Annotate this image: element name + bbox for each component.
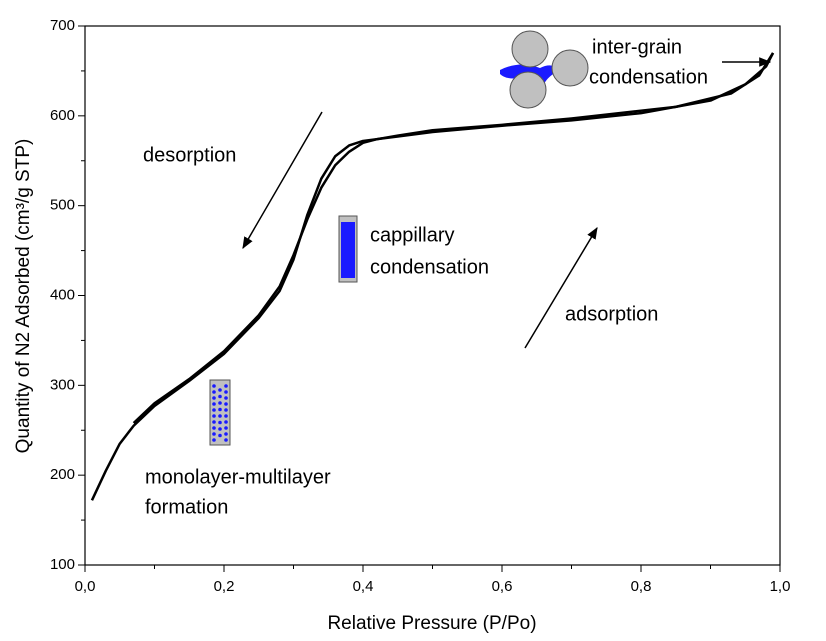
annotation: condensation [589,66,708,88]
dot [212,390,216,394]
dot [212,414,216,418]
dot [218,433,222,438]
x-tick-label: 1,0 [770,578,791,595]
dot [224,402,228,406]
dot [218,427,222,431]
monolayer-icon [209,379,231,446]
dot [224,432,228,436]
x-tick-label: 0,0 [75,578,96,595]
dot [212,384,216,388]
dot [224,438,228,442]
dot [224,396,228,400]
dot [218,401,222,405]
dot [224,414,228,418]
y-tick-label: 500 [50,197,75,214]
y-axis-title: Quantity of N2 Adsorbed (cm³/g STP) [13,139,34,454]
x-tick-label: 0,6 [492,578,513,595]
x-tick-label: 0,2 [214,578,235,595]
dot [218,414,222,418]
dot [218,388,222,392]
annotation: adsorption [565,303,658,325]
dot [212,438,216,442]
x-tick-label: 0,8 [631,578,652,595]
x-axis-title: Relative Pressure (P/Po) [327,613,536,634]
arrow [524,226,598,349]
dot [212,408,216,412]
capillary-icon [338,215,358,283]
annotation: desorption [143,144,236,166]
y-tick-label: 700 [50,17,75,34]
isotherm-line [132,52,775,424]
annotation: monolayer-multilayer [145,466,331,488]
dot [212,432,216,436]
y-tick-label: 300 [50,376,75,393]
annotation: cappillary [370,224,454,246]
x-tick-label: 0,4 [353,578,374,595]
y-tick-label: 100 [50,556,75,573]
isotherm-line [90,52,775,501]
dot [224,390,228,394]
dot [224,420,228,424]
dot [218,394,222,399]
y-tick-label: 200 [50,466,75,483]
dot [212,402,216,406]
annotation: formation [145,496,228,518]
dot [212,426,216,430]
y-tick-label: 400 [50,286,75,303]
dot [212,420,216,424]
dot [224,408,228,412]
grain-icon [500,30,589,109]
arrow [242,111,323,250]
dot [212,396,216,400]
annotation: inter-grain [592,36,682,58]
dot [218,407,222,412]
dot [224,426,228,430]
y-tick-label: 600 [50,107,75,124]
annotation: condensation [370,256,489,278]
dot [224,384,228,388]
dot [218,420,222,425]
